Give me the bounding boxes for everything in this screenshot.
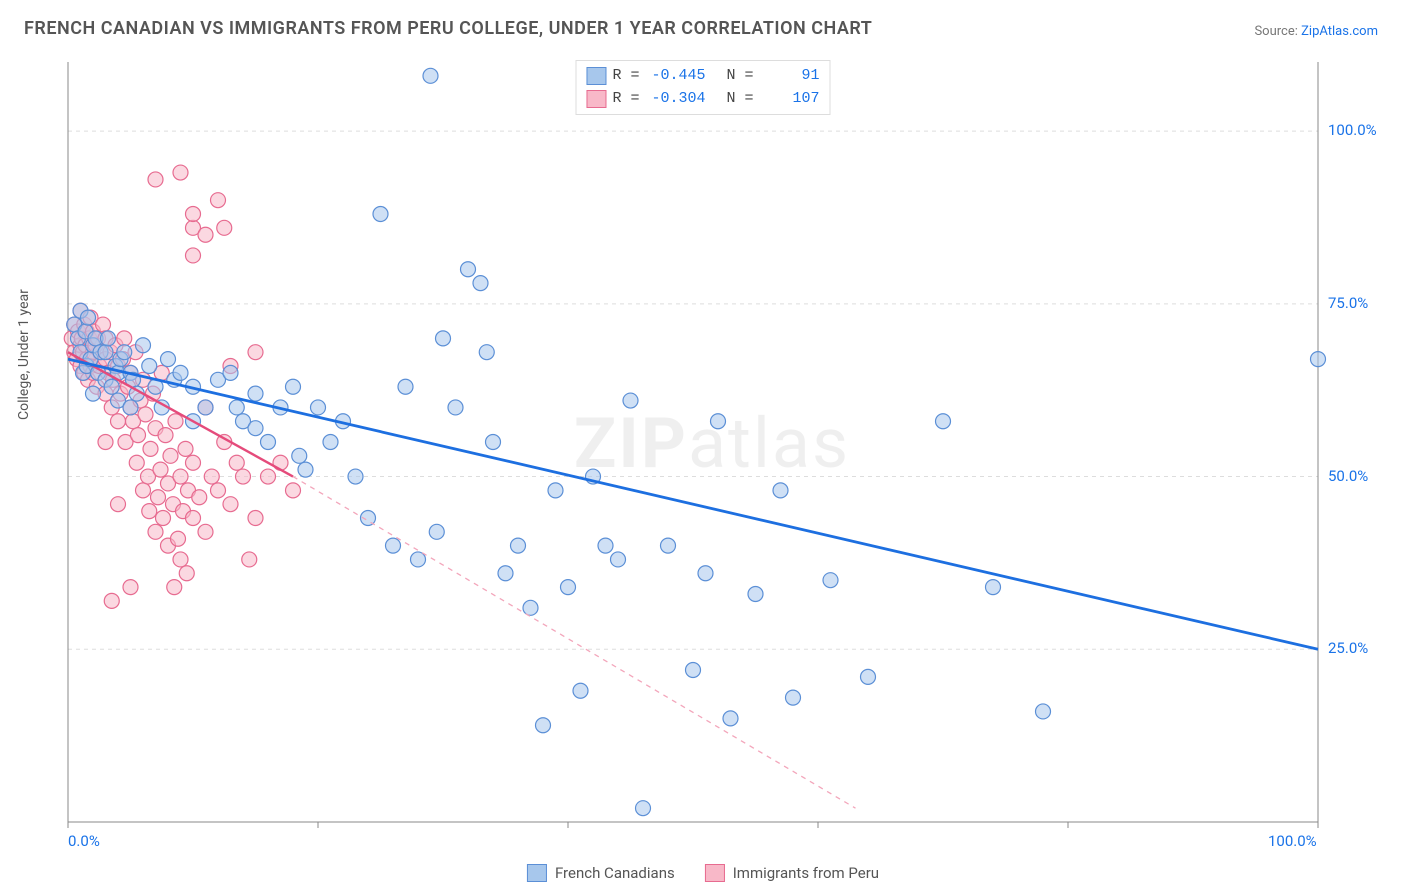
legend-label-1: French Canadians [555, 864, 675, 882]
chart-title: FRENCH CANADIAN VS IMMIGRANTS FROM PERU … [24, 18, 872, 39]
legend-row-series-2: R = -0.304 N = 107 [586, 88, 819, 111]
r-label: R = [612, 88, 639, 111]
legend-swatch-1 [586, 67, 606, 85]
y-axis-label: College, Under 1 year [16, 289, 32, 420]
n-value-1: 91 [760, 65, 820, 88]
source-label: Source: [1254, 24, 1297, 39]
y-tick-label: 100.0% [1328, 121, 1377, 139]
legend-swatch-2 [586, 90, 606, 108]
source-link[interactable]: ZipAtlas.com [1301, 24, 1378, 39]
source-attribution: Source: ZipAtlas.com [1254, 24, 1378, 39]
r-value-1: -0.445 [645, 65, 705, 88]
r-value-2: -0.304 [645, 88, 705, 111]
legend-swatch-bottom-2 [705, 864, 725, 882]
legend-item-2: Immigrants from Peru [705, 864, 879, 882]
legend-swatch-bottom-1 [527, 864, 547, 882]
n-label: N = [727, 65, 754, 88]
n-label: N = [727, 88, 754, 111]
x-tick-label: 0.0% [68, 832, 100, 850]
correlation-legend: R = -0.445 N = 91 R = -0.304 N = 107 [575, 60, 830, 115]
scatter-chart [48, 52, 1376, 852]
legend-row-series-1: R = -0.445 N = 91 [586, 65, 819, 88]
series-legend: French Canadians Immigrants from Peru [527, 864, 879, 882]
y-tick-label: 25.0% [1328, 639, 1368, 657]
n-value-2: 107 [760, 88, 820, 111]
y-tick-label: 50.0% [1328, 467, 1368, 485]
legend-label-2: Immigrants from Peru [733, 864, 879, 882]
r-label: R = [612, 65, 639, 88]
legend-item-1: French Canadians [527, 864, 675, 882]
y-tick-label: 75.0% [1328, 294, 1368, 312]
chart-area: ZIPatlas [48, 52, 1376, 852]
x-tick-label: 100.0% [1268, 832, 1317, 850]
